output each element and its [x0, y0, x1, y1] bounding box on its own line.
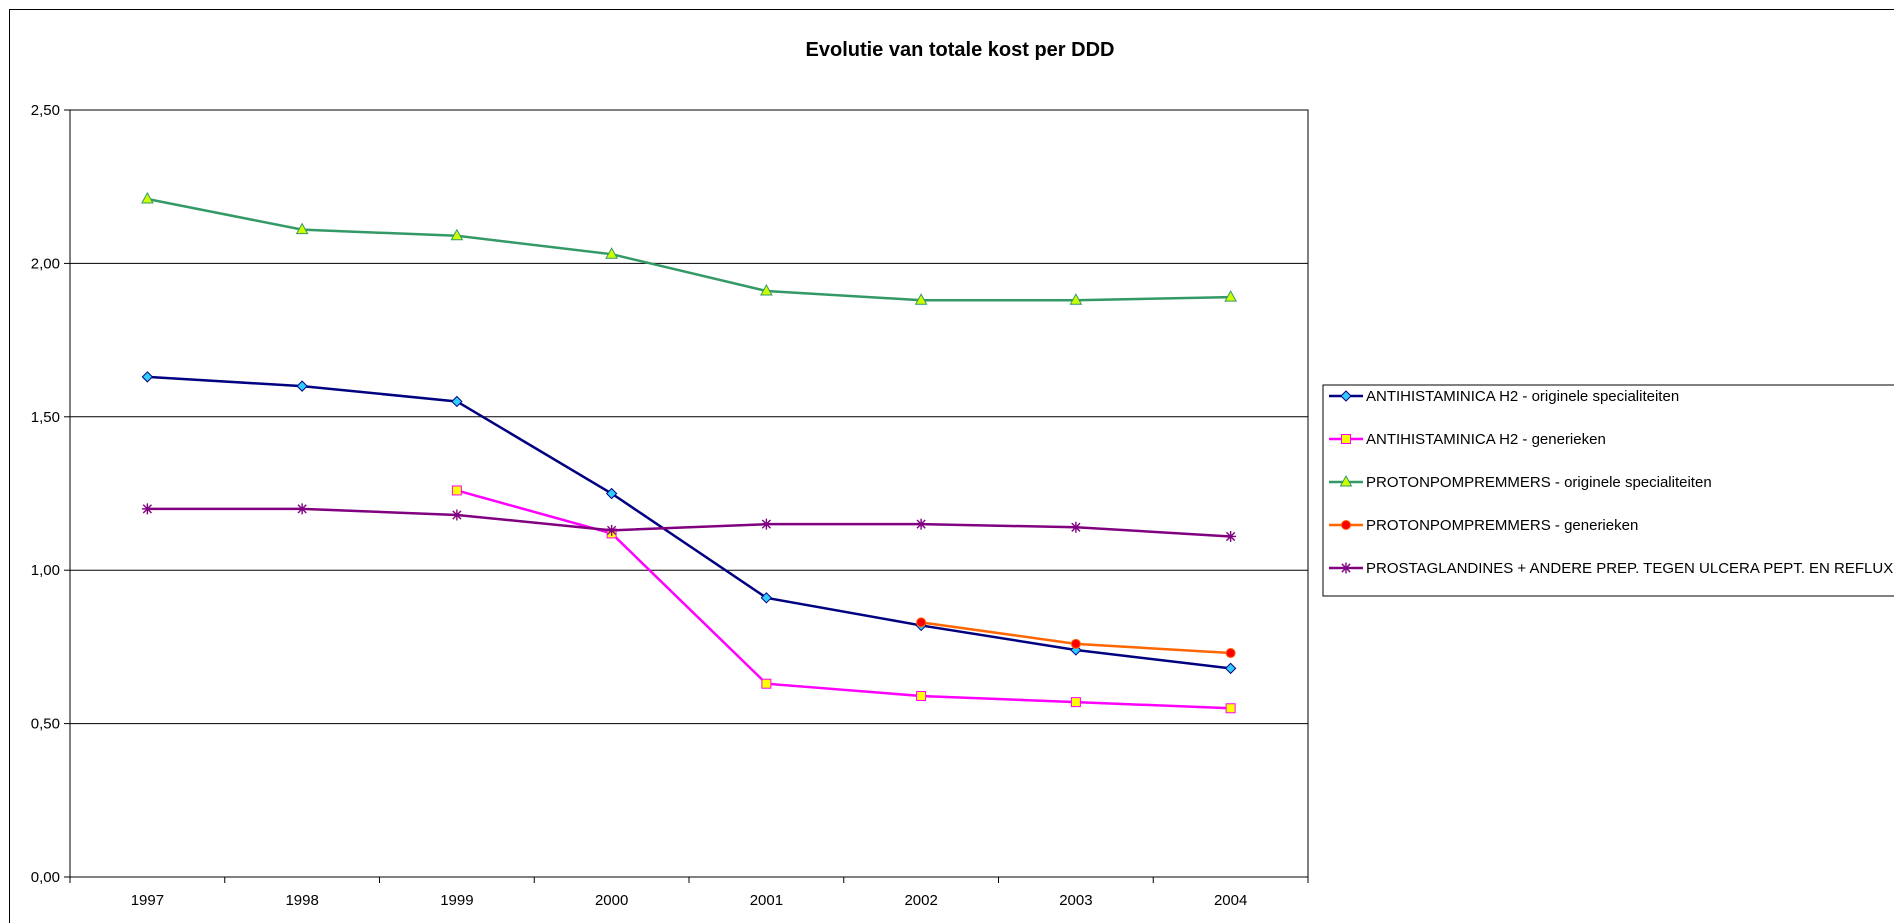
- legend-label: ANTIHISTAMINICA H2 - originele specialit…: [1366, 388, 1679, 405]
- data-point: [141, 371, 154, 383]
- x-tick-label: 2004: [1214, 892, 1247, 909]
- y-tick-label: 1,00: [31, 562, 60, 579]
- data-point: [1070, 521, 1082, 533]
- legend-swatch-marker: [1340, 562, 1352, 574]
- data-point: [915, 518, 927, 530]
- data-point: [760, 518, 772, 530]
- data-point: [450, 228, 464, 241]
- data-point: [1224, 662, 1237, 675]
- star-stroke: [1071, 522, 1081, 532]
- data-point: [451, 395, 463, 408]
- series-line: [147, 507, 1231, 538]
- legend-swatch-marker: [1341, 520, 1351, 530]
- data-point: [760, 283, 773, 296]
- data-point: [761, 678, 772, 689]
- legend-label: PROTONPOMPREMMERS - generieken: [1366, 517, 1638, 534]
- data-point: [1224, 290, 1237, 302]
- series-lines: [141, 191, 1237, 714]
- star-stroke: [761, 519, 771, 529]
- data-point: [1225, 530, 1237, 542]
- star-stroke: [297, 504, 307, 514]
- series-line: [456, 489, 1231, 710]
- axes: 0,00 0,50 1,00 1,50 2,00 2,50 1997 1998 1999 2000…: [31, 102, 1309, 909]
- star-stroke: [1226, 531, 1236, 542]
- x-tick-label: 1999: [440, 892, 473, 909]
- x-tick-label: 2002: [904, 892, 937, 909]
- plot-area: [69, 109, 1309, 878]
- data-point: [605, 487, 618, 500]
- star-stroke: [607, 525, 617, 535]
- x-tick-label: 2000: [595, 892, 628, 909]
- data-point: [296, 503, 308, 515]
- x-tick-label: 2001: [750, 892, 783, 909]
- star-stroke: [916, 519, 926, 529]
- data-point: [451, 485, 462, 496]
- legend-swatch-marker: [1341, 434, 1351, 444]
- star-stroke: [452, 510, 462, 520]
- legend-label: PROSTAGLANDINES + ANDERE PREP. TEGEN ULC…: [1366, 560, 1893, 577]
- data-point: [141, 503, 153, 515]
- legend-swatch-marker: [1340, 390, 1352, 402]
- series-line: [147, 375, 1231, 670]
- y-tick-label: 1,50: [31, 409, 60, 426]
- x-tick-label: 2003: [1059, 892, 1092, 909]
- data-point: [1069, 293, 1083, 305]
- data-point: [760, 592, 773, 604]
- x-tick-label: 1998: [285, 892, 318, 909]
- y-tick-label: 0,50: [31, 716, 60, 733]
- chart-area: [9, 9, 1894, 923]
- y-tick-label: 2,50: [31, 102, 60, 119]
- data-point: [1225, 703, 1236, 714]
- data-point: [916, 617, 927, 628]
- legend-box: [1322, 384, 1894, 597]
- data-point: [914, 293, 928, 305]
- data-point: [1070, 638, 1081, 649]
- gridlines: [70, 262, 1308, 725]
- data-point: [1225, 648, 1236, 659]
- data-point: [295, 222, 309, 235]
- data-point: [916, 690, 927, 701]
- legend-label: ANTIHISTAMINICA H2 - generieken: [1366, 431, 1606, 448]
- legend-label: PROTONPOMPREMMERS - originele specialite…: [1366, 474, 1712, 491]
- series-line: [147, 197, 1231, 302]
- data-point: [296, 380, 308, 392]
- data-point: [605, 247, 618, 259]
- x-tick-label: 1997: [131, 892, 164, 909]
- y-tick-label: 0,00: [31, 869, 60, 886]
- star-stroke: [1341, 563, 1351, 573]
- data-point: [606, 524, 618, 536]
- chart-title: Evolutie van totale kost per DDD: [806, 39, 1115, 61]
- legend-swatch-marker: [1339, 474, 1353, 487]
- star-stroke: [142, 504, 152, 514]
- data-point: [1070, 697, 1081, 708]
- data-point: [451, 509, 463, 521]
- data-point: [141, 191, 154, 204]
- y-tick-label: 2,00: [31, 255, 60, 272]
- legend: ANTIHISTAMINICA H2 - originele specialit…: [1322, 384, 1894, 597]
